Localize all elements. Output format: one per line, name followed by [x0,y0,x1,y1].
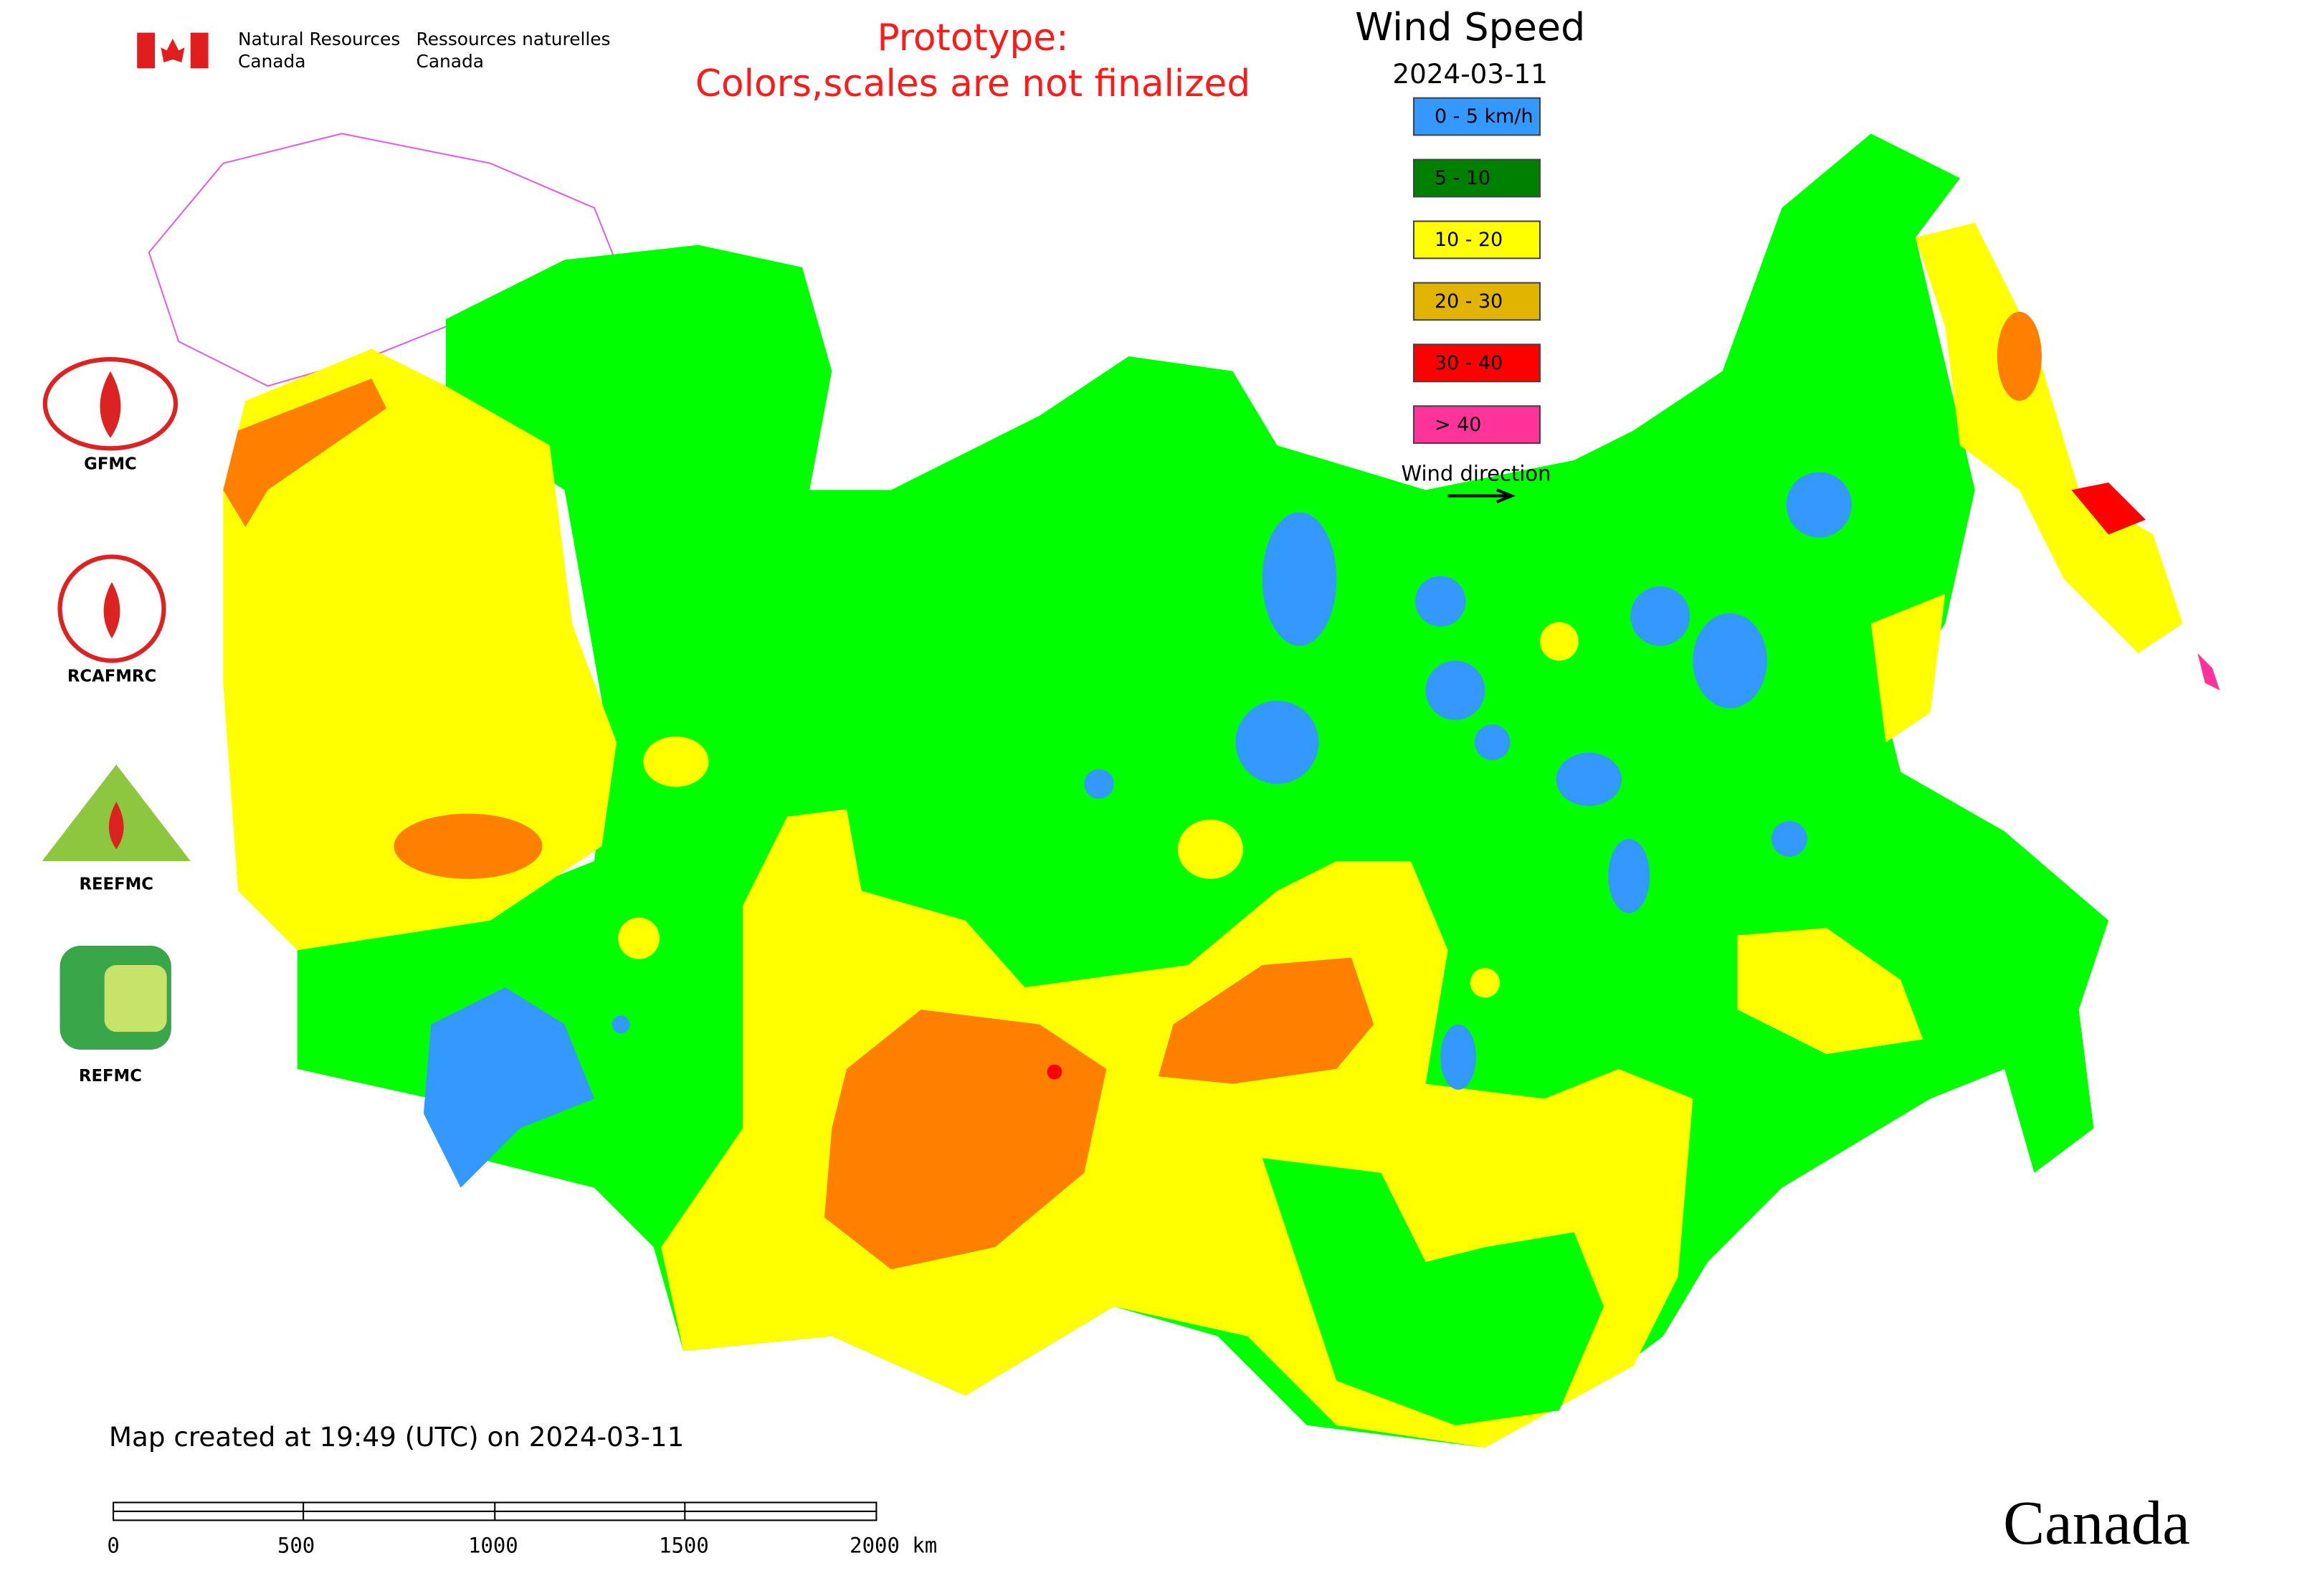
blob-red [2071,482,2146,535]
windy-areas [618,622,1579,998]
blob-blue [1084,769,1114,799]
agency-fr: Ressources naturelles [417,29,611,49]
legend-label: > 40 [1435,414,1481,436]
blob-yellow [643,736,709,787]
scale-tick-label: 2000 km [850,1534,937,1558]
scale-tick-label: 0 [107,1534,119,1558]
legend-label: 20 - 30 [1435,290,1503,313]
blob-yellow [1470,968,1500,998]
scale-tick-label: 1000 [468,1534,518,1558]
notice: Prototype: [877,16,1068,60]
legend-swatch [1412,158,1541,198]
region-orange-west [223,379,387,528]
blob-blue [1235,700,1319,784]
blob-blue [612,1015,630,1034]
logos: GFMC RCAFMRC REEFMC REFMC [42,357,191,1086]
region-blue-caspian [423,987,594,1188]
blob-blue [1771,821,1807,857]
legend-date: 2024-03-11 [1392,58,1548,90]
agency-en: Canada [238,51,305,72]
blob-orange [1997,311,2042,402]
logo-label: REEFMC [79,875,153,894]
blob-red [1047,1064,1062,1080]
scale-tick-label: 500 [277,1534,315,1558]
map [148,133,2220,1448]
calm-areas [612,472,1852,1090]
legend-label: 5 - 10 [1435,167,1490,189]
region-yellow-east [1915,222,2183,654]
legend-label: 30 - 40 [1435,352,1503,374]
notice: Colors,scales are not finalized [695,62,1250,105]
region-yellow-amur [1737,928,1923,1055]
blob-blue [1608,838,1650,913]
wind-arrow [1447,488,1516,503]
legend-swatch [1412,282,1541,321]
blob-blue [1630,586,1690,646]
blob-blue [1415,576,1466,627]
logo-label: GFMC [84,455,137,474]
logo-label: RCAFMRC [67,668,156,686]
blob-orange [394,813,543,879]
legend-swatch [1412,343,1541,383]
blob-blue [1474,724,1511,761]
agency-en: Natural Resources [238,29,400,49]
legend-label: 0 - 5 km/h [1435,105,1533,128]
region-orange-center [1158,957,1374,1084]
blob-yellow [618,917,660,959]
blob-blue [1425,660,1485,721]
scale-tick-label: 1500 [659,1534,709,1558]
region-yellow-west [223,348,617,951]
gc-signature: Natural Resources Canada Ressources natu… [137,29,611,72]
legend: 0 - 5 km/h 5 - 10 10 - 20 20 - 30 30 - 40 > 4… [1412,97,1541,445]
wind-direction-label: Wind direction [1401,462,1551,486]
blob-magenta [2197,653,2220,690]
legend-swatch [1412,220,1541,260]
scale-ticks: 0 500 1000 1500 2000 km [107,1534,937,1558]
region-green-baikal [1262,1158,1604,1425]
blob-blue [1262,512,1337,646]
scale-bar [113,1501,877,1521]
region-orange-south [824,1010,1107,1270]
blob-yellow [1177,820,1243,879]
legend-swatch [1412,405,1541,445]
blob-yellow [1540,622,1579,661]
legend-label: 10 - 20 [1435,229,1503,251]
legend-swatch [1412,97,1541,136]
blob-blue [1556,752,1622,807]
blob-blue [1786,472,1852,538]
blob-blue [1440,1024,1476,1090]
map-created: Map created at 19:49 (UTC) on 2024-03-11 [109,1421,684,1453]
blob-blue [1693,613,1767,708]
agency-fr: Canada [417,51,484,72]
legend-title: Wind Speed [1355,4,1585,49]
logo-label: REFMC [79,1067,142,1086]
region-yellow-east2 [1870,594,1946,743]
canada-wordmark: Canada [2003,1488,2190,1557]
